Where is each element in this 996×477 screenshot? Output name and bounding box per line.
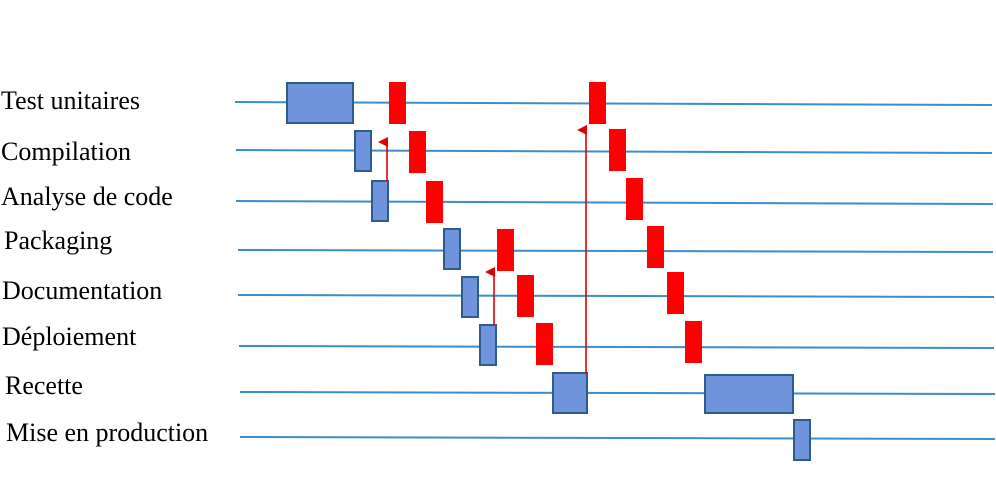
task-block-deploiement: [479, 324, 497, 366]
failure-block-compile: [609, 129, 626, 171]
lane-label-deploiement: Déploiement: [2, 322, 137, 351]
task-block-packaging: [443, 228, 461, 270]
failure-block-documentation: [667, 272, 684, 314]
task-block-documentation: [461, 276, 479, 318]
task-block-test: [286, 82, 354, 124]
failure-block-packaging: [497, 229, 514, 271]
task-block-recette: [704, 374, 794, 414]
failure-block-deploiement: [685, 321, 702, 363]
failure-block-analyse: [426, 181, 443, 223]
task-block-analyse: [371, 180, 389, 222]
lane-line-packaging: [237, 249, 994, 253]
lane-label-packaging: Packaging: [4, 226, 113, 255]
lane-label-analyse: Analyse de code: [1, 182, 173, 211]
lane-line-deploiement: [238, 345, 995, 349]
failure-block-compile: [409, 131, 426, 173]
lane-line-test: [234, 101, 993, 106]
lane-line-documentation: [237, 294, 995, 298]
failure-block-analyse: [626, 178, 643, 220]
failure-block-deploiement: [536, 323, 553, 365]
failure-block-packaging: [647, 226, 664, 268]
task-block-compile: [354, 130, 372, 172]
lane-label-recette: Recette: [5, 371, 83, 400]
failure-block-test: [389, 82, 406, 124]
lane-label-production: Mise en production: [6, 418, 209, 447]
lane-label-test: Test unitaires: [1, 86, 140, 115]
failure-block-documentation: [517, 275, 534, 317]
lane-label-documentation: Documentation: [2, 276, 163, 305]
lane-line-production: [239, 436, 996, 440]
task-block-production: [793, 419, 811, 461]
lane-label-compile: Compilation: [1, 137, 131, 166]
lane-line-analyse: [235, 200, 994, 205]
task-block-recette: [552, 372, 588, 414]
failure-block-test: [589, 82, 606, 124]
lane-line-recette: [239, 391, 996, 395]
